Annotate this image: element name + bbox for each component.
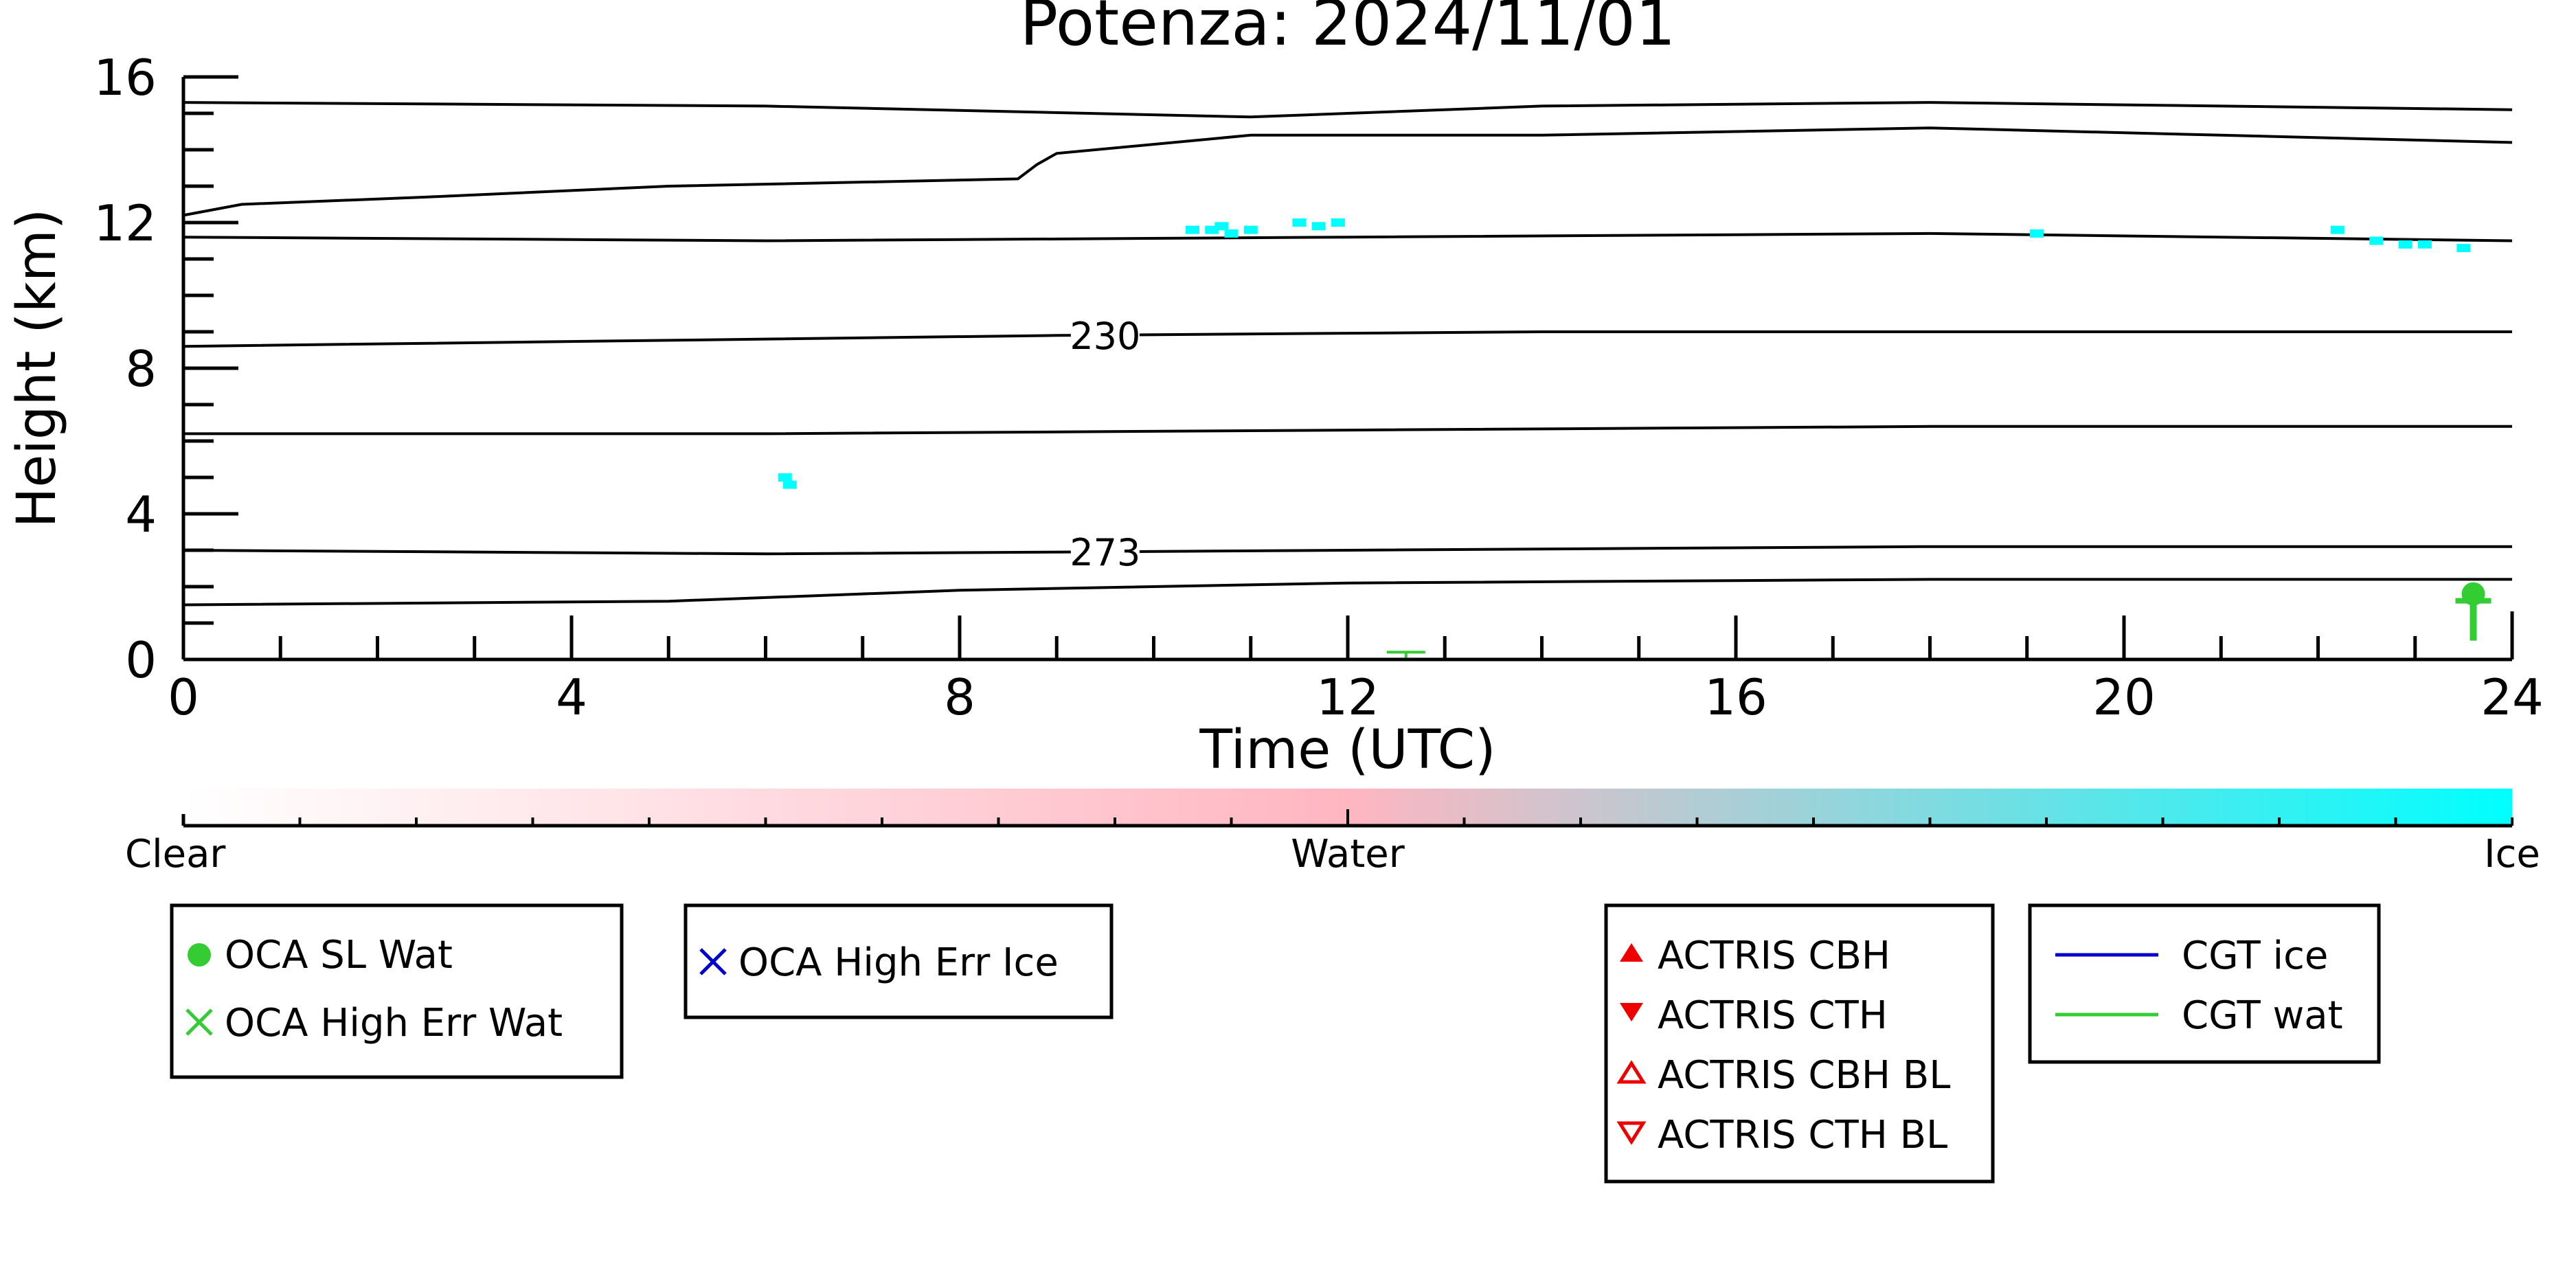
ice-cloud-pixel bbox=[1243, 225, 1258, 234]
x-tick-label: 24 bbox=[2481, 668, 2544, 726]
contour-label: 230 bbox=[1070, 315, 1140, 358]
legend-oca-water: OCA SL Wat OCA High Err Wat bbox=[170, 903, 624, 1079]
legend-box bbox=[1604, 903, 1995, 1184]
temperature-contour bbox=[183, 126, 2513, 217]
ice-cloud-pixel bbox=[1214, 222, 1229, 231]
legend-oca-ice: OCA High Err Ice bbox=[683, 903, 1114, 1019]
ice-cloud-pixel bbox=[1331, 218, 1345, 227]
y-tick-label: 8 bbox=[125, 340, 157, 398]
contour-label-bg bbox=[1070, 531, 1140, 573]
legend-label-actris-cth-bl: ACTRIS CTH BL bbox=[1658, 1113, 1947, 1157]
ice-cloud-pixel bbox=[1292, 218, 1307, 227]
legend-label-oca-high-err-wat: OCA High Err Wat bbox=[225, 1001, 563, 1046]
oca-sl-wat-errorbar bbox=[2470, 594, 2477, 641]
y-tick-label: 0 bbox=[125, 631, 157, 689]
x-tick-label: 12 bbox=[1316, 668, 1379, 726]
ice-cloud-pixels bbox=[778, 218, 2471, 489]
chart-title: Potenza: 2024/11/01 bbox=[1020, 0, 1676, 60]
legend-box bbox=[170, 903, 624, 1079]
plot-border bbox=[183, 77, 2512, 659]
ice-cloud-pixel bbox=[2456, 244, 2471, 253]
ice-cloud-pixel bbox=[778, 473, 792, 482]
ice-cloud-pixel bbox=[1311, 222, 1326, 231]
temperature-contour bbox=[183, 231, 2513, 242]
colorbar-ticks bbox=[182, 809, 2513, 826]
legend-box bbox=[2028, 903, 2381, 1064]
legend-cgt: CGT ice CGT wat bbox=[2028, 903, 2381, 1064]
retrieval-markers bbox=[1386, 582, 2492, 659]
x-tick-label: 0 bbox=[168, 668, 199, 726]
y-ticks: 0 4 8 12 16 bbox=[93, 49, 238, 689]
legend-label-oca-sl-wat: OCA SL Wat bbox=[225, 933, 453, 978]
temperature-contour bbox=[183, 330, 2512, 348]
oca-sl-wat-marker bbox=[188, 943, 211, 967]
legend-label-cgt-wat: CGT wat bbox=[2182, 993, 2343, 1038]
ice-cloud-pixel bbox=[1186, 225, 1199, 234]
actris-cth-marker bbox=[1620, 1003, 1643, 1021]
legend-label-oca-high-err-ice: OCA High Err Ice bbox=[738, 940, 1059, 985]
oca-high-err-wat-marker bbox=[185, 1008, 213, 1036]
legend-label-actris-cbh: ACTRIS CBH bbox=[1658, 934, 1890, 978]
actris-cbh-marker bbox=[1620, 943, 1643, 962]
actris-cth-bl-marker bbox=[1616, 1121, 1647, 1145]
x-tick-label: 16 bbox=[1704, 668, 1767, 726]
contour-label-bg bbox=[1070, 314, 1140, 356]
y-tick-label: 12 bbox=[93, 194, 157, 252]
x-tick-label: 4 bbox=[556, 668, 587, 726]
y-axis-label: Height (km) bbox=[6, 209, 68, 528]
ice-cloud-pixel bbox=[2330, 225, 2345, 234]
ice-cloud-pixel bbox=[1224, 229, 1239, 238]
temperature-contour bbox=[183, 425, 2512, 436]
colorbar-label-ice: Ice bbox=[2484, 832, 2540, 877]
oca-sl-wat-point bbox=[2461, 582, 2485, 606]
legend-actris: ACTRIS CBH ACTRIS CTH ACTRIS CBH BL ACTR… bbox=[1604, 903, 1995, 1184]
temperature-contour bbox=[183, 545, 2512, 556]
ice-cloud-pixel bbox=[2369, 236, 2384, 245]
contour-label: 273 bbox=[1070, 531, 1140, 574]
y-tick-label: 4 bbox=[125, 486, 157, 543]
x-ticks: 0 4 8 12 16 20 24 bbox=[168, 615, 2544, 726]
ice-cloud-pixel bbox=[2398, 240, 2413, 249]
colorbar-label-water: Water bbox=[1291, 832, 1405, 877]
temperature-contour bbox=[183, 578, 2512, 607]
plot-area bbox=[183, 77, 2512, 659]
x-axis-label: Time (UTC) bbox=[1199, 719, 1495, 781]
legend-box bbox=[683, 903, 1114, 1019]
oca-high-err-ice-marker bbox=[699, 948, 727, 975]
temperature-contours: 230 273 bbox=[183, 101, 2513, 607]
legend-label-actris-cbh-bl: ACTRIS CBH BL bbox=[1658, 1053, 1950, 1098]
legend-label-actris-cth: ACTRIS CTH bbox=[1658, 993, 1888, 1038]
ice-cloud-pixel bbox=[2417, 240, 2432, 249]
axes bbox=[181, 77, 2514, 662]
colorbar-label-clear: Clear bbox=[125, 832, 226, 877]
temperature-contour bbox=[183, 101, 2513, 119]
ice-cloud-pixel bbox=[782, 480, 797, 489]
legend-label-cgt-ice: CGT ice bbox=[2182, 934, 2328, 978]
actris-cbh-bl-marker bbox=[1616, 1060, 1647, 1084]
x-tick-label: 20 bbox=[2092, 668, 2156, 726]
y-tick-label: 16 bbox=[93, 49, 157, 106]
x-tick-label: 8 bbox=[944, 668, 975, 726]
ice-cloud-pixel bbox=[2029, 229, 2044, 238]
